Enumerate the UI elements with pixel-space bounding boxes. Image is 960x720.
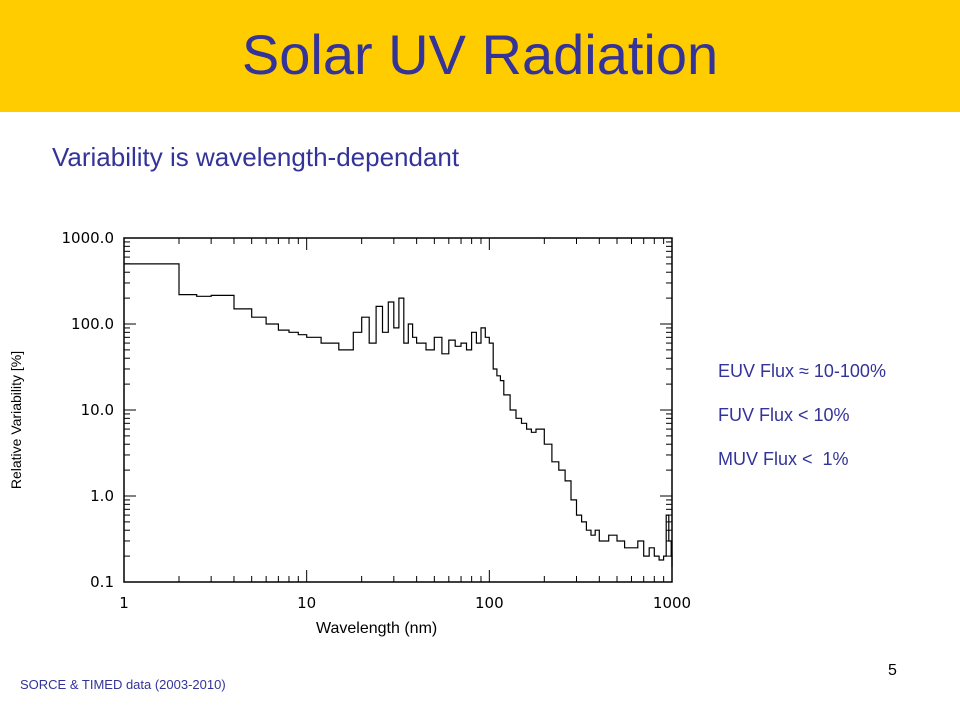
y-tick-label: 100.0 (71, 315, 114, 333)
y-tick-label: 1.0 (90, 487, 114, 505)
flux-notes: EUV Flux ≈ 10-100% FUV Flux < 10% MUV Fl… (718, 360, 886, 492)
slide-title: Solar UV Radiation (241, 23, 719, 86)
title-bar (0, 0, 960, 112)
x-tick-label: 10 (297, 594, 316, 612)
y-axis-label: Relative Variability [%] (8, 350, 24, 490)
x-tick-label: 1 (119, 594, 129, 612)
x-axis-label: Wavelength (nm) (316, 620, 438, 637)
page-number: 5 (888, 662, 897, 679)
y-tick-label: 10.0 (81, 401, 114, 419)
note-fuv: FUV Flux < 10% (718, 405, 850, 425)
y-tick-label: 1000.0 (62, 229, 115, 247)
slide-subtitle: Variability is wavelength-dependant (52, 142, 460, 172)
note-muv: MUV Flux < 1% (718, 449, 849, 469)
y-tick-label: 0.1 (90, 573, 114, 591)
note-euv: EUV Flux ≈ 10-100% (718, 361, 886, 381)
x-tick-label: 1000 (653, 594, 691, 612)
series-line-0 (124, 263, 673, 567)
source-credit: SORCE & TIMED data (2003-2010) (20, 677, 226, 692)
x-tick-label: 100 (475, 594, 504, 612)
variability-chart: 1 10 100 1000 1000.0 100.0 10.0 1.0 0.1 (62, 229, 692, 612)
y-axis-label-box: Relative Variability [%] (4, 320, 28, 520)
